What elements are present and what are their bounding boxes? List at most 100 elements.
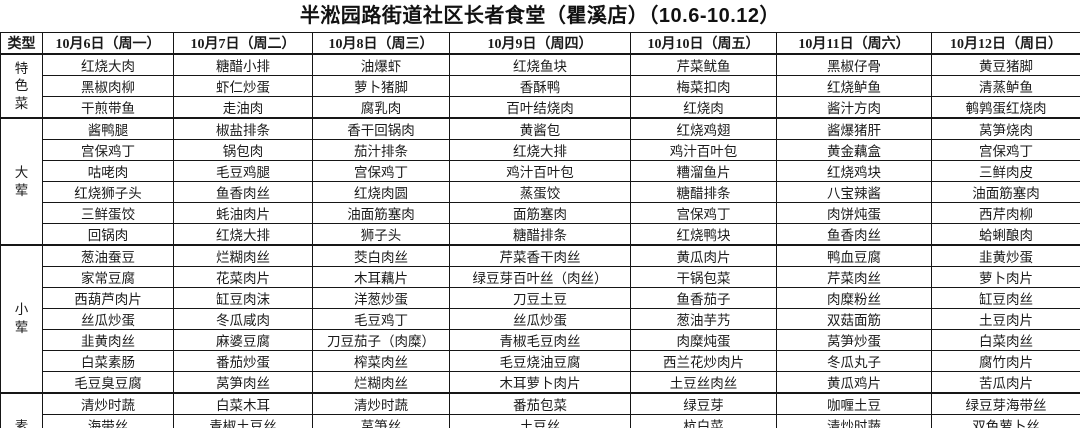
menu-dish-cell: 清蒸鲈鱼 xyxy=(931,75,1080,97)
menu-dish-cell: 萝卜猪脚 xyxy=(312,75,450,97)
menu-dish-cell: 西葫芦肉片 xyxy=(42,287,174,309)
menu-row: 三鲜蛋饺 蚝油肉片 油面筋塞肉 面筋塞肉 宫保鸡丁 肉饼炖蛋 西芹肉柳 xyxy=(1,202,1080,224)
menu-dish-cell: 洋葱炒蛋 xyxy=(312,287,450,309)
menu-dish-cell: 茭白肉丝 xyxy=(312,244,450,267)
menu-row: 干煎带鱼 走油肉 腐乳肉 百叶结烧肉 红烧肉 酱汁方肉 鹌鹑蛋红烧肉 xyxy=(1,96,1080,119)
menu-dish-cell: 葱油芋艿 xyxy=(630,308,777,330)
menu-dish-cell: 面筋塞肉 xyxy=(449,202,631,224)
menu-dish-cell: 红烧肉 xyxy=(630,96,777,119)
menu-dish-cell: 麻婆豆腐 xyxy=(173,329,313,351)
menu-dish-cell: 毛豆鸡丁 xyxy=(312,308,450,330)
menu-dish-cell: 干锅包菜 xyxy=(630,266,777,288)
menu-dish-cell: 清炒时蔬 xyxy=(312,392,450,415)
menu-row: 家常豆腐 花菜肉片 木耳藕片 绿豆芽百叶丝（肉丝） 干锅包菜 芹菜肉丝 萝卜肉片 xyxy=(1,266,1080,288)
menu-dish-cell: 黄瓜肉片 xyxy=(630,244,777,267)
menu-dish-cell: 冬瓜咸肉 xyxy=(173,308,313,330)
menu-dish-cell: 青椒毛豆肉丝 xyxy=(449,329,631,351)
menu-dish-cell: 缸豆肉丝 xyxy=(931,287,1080,309)
menu-dish-cell: 鸭血豆腐 xyxy=(776,244,932,267)
section-type-label: 素菜 xyxy=(14,418,29,428)
menu-dish-cell: 芹菜鱿鱼 xyxy=(630,53,777,76)
menu-row: 素菜清炒时蔬白菜木耳清炒时蔬番茄包菜绿豆芽咖喱土豆绿豆芽海带丝 xyxy=(0,392,1080,428)
menu-dish-cell: 韭黄炒蛋 xyxy=(931,244,1080,267)
menu-dish-cell: 肉糜炖蛋 xyxy=(630,329,777,351)
menu-dish-cell: 锅包肉 xyxy=(173,139,313,161)
menu-row: 小荤 葱油蚕豆 烂糊肉丝 茭白肉丝 芹菜香干肉丝 黄瓜肉片 鸭血豆腐 韭黄炒蛋 xyxy=(0,244,1080,394)
menu-dish-cell: 红烧鸭块 xyxy=(630,223,777,246)
menu-dish-cell: 清炒时蔬 xyxy=(776,414,932,428)
menu-dish-cell: 鱼香肉丝 xyxy=(173,181,313,203)
menu-row: 海带丝 青椒土豆丝 莴笋丝 土豆丝 杭白菜 清炒时蔬 双色萝卜丝 xyxy=(1,414,1080,428)
menu-dish-cell: 香干回锅肉 xyxy=(312,117,450,140)
menu-dish-cell: 双色萝卜丝 xyxy=(931,414,1080,428)
menu-dish-cell: 红烧鲈鱼 xyxy=(776,75,932,97)
menu-dish-cell: 八宝辣酱 xyxy=(776,181,932,203)
menu-dish-cell: 红烧大排 xyxy=(449,139,631,161)
menu-row: 宫保鸡丁 锅包肉 茄汁排条 红烧大排 鸡汁百叶包 黄金藕盒 宫保鸡丁 xyxy=(1,139,1080,161)
menu-dish-cell: 红烧鸡块 xyxy=(776,160,932,182)
menu-dish-cell: 蚝油肉片 xyxy=(173,202,313,224)
menu-dish-cell: 红烧狮子头 xyxy=(42,181,174,203)
menu-row: 红烧狮子头 鱼香肉丝 红烧肉圆 蒸蛋饺 糖醋排条 八宝辣酱 油面筋塞肉 xyxy=(1,181,1080,203)
header-row: 类型 10月6日（周一） 10月7日（周二） 10月8日（周三） 10月9日（周… xyxy=(0,32,1080,55)
section-type-cell: 大荤 xyxy=(0,117,43,246)
menu-dish-cell: 黄金藕盒 xyxy=(776,139,932,161)
menu-dish-cell: 土豆肉片 xyxy=(931,308,1080,330)
menu-dish-cell: 茄汁排条 xyxy=(312,139,450,161)
menu-dish-cell: 糖醋小排 xyxy=(173,53,313,76)
menu-dish-cell: 肉饼炖蛋 xyxy=(776,202,932,224)
menu-dish-cell: 蛤蜊酿肉 xyxy=(931,223,1080,246)
day-header-fri: 10月10日（周五） xyxy=(630,32,777,55)
menu-dish-cell: 莴笋烧肉 xyxy=(931,117,1080,140)
menu-dish-cell: 糖醋排条 xyxy=(630,181,777,203)
menu-dish-cell: 萝卜肉片 xyxy=(931,266,1080,288)
menu-dish-cell: 烂糊肉丝 xyxy=(173,244,313,267)
type-column-header: 类型 xyxy=(0,32,43,55)
menu-dish-cell: 番茄包菜 xyxy=(449,392,631,415)
menu-dish-cell: 芹菜香干肉丝 xyxy=(449,244,631,267)
menu-dish-cell: 杭白菜 xyxy=(630,414,777,428)
menu-dish-cell: 莴笋丝 xyxy=(312,414,450,428)
menu-dish-cell: 咖喱土豆 xyxy=(776,392,932,415)
menu-dish-cell: 三鲜蛋饺 xyxy=(42,202,174,224)
menu-dish-cell: 西芹肉柳 xyxy=(931,202,1080,224)
menu-dish-cell: 酱汁方肉 xyxy=(776,96,932,119)
menu-dish-cell: 干煎带鱼 xyxy=(42,96,174,119)
menu-dish-cell: 狮子头 xyxy=(312,223,450,246)
day-header-sun: 10月12日（周日） xyxy=(931,32,1080,55)
menu-dish-cell: 百叶结烧肉 xyxy=(449,96,631,119)
menu-row: 毛豆臭豆腐 莴笋肉丝 烂糊肉丝 木耳萝卜肉片 土豆丝肉丝 黄瓜鸡片 苦瓜肉片 xyxy=(1,371,1080,394)
section-type-cell: 特色菜 xyxy=(0,53,43,119)
menu-dish-cell: 花菜肉片 xyxy=(173,266,313,288)
menu-row: 白菜素肠 番茄炒蛋 榨菜肉丝 毛豆烧油豆腐 西兰花炒肉片 冬瓜丸子 腐竹肉片 xyxy=(1,350,1080,372)
menu-dish-cell: 莴笋肉丝 xyxy=(173,371,313,394)
menu-dish-cell: 油爆虾 xyxy=(312,53,450,76)
menu-dish-cell: 宫保鸡丁 xyxy=(312,160,450,182)
menu-dish-cell: 油面筋塞肉 xyxy=(931,181,1080,203)
menu-dish-cell: 肉糜粉丝 xyxy=(776,287,932,309)
menu-dish-cell: 腐乳肉 xyxy=(312,96,450,119)
menu-row: 黑椒肉柳 虾仁炒蛋 萝卜猪脚 香酥鸭 梅菜扣肉 红烧鲈鱼 清蒸鲈鱼 xyxy=(1,75,1080,97)
menu-dish-cell: 糟溜鱼片 xyxy=(630,160,777,182)
menu-dish-cell: 绿豆芽 xyxy=(630,392,777,415)
menu-dish-cell: 木耳萝卜肉片 xyxy=(449,371,631,394)
menu-dish-cell: 红烧大排 xyxy=(173,223,313,246)
menu-dish-cell: 三鲜肉皮 xyxy=(931,160,1080,182)
menu-dish-cell: 咕咾肉 xyxy=(42,160,174,182)
menu-dish-cell: 冬瓜丸子 xyxy=(776,350,932,372)
menu-dish-cell: 回锅肉 xyxy=(42,223,174,246)
menu-dish-cell: 双菇面筋 xyxy=(776,308,932,330)
menu-dish-cell: 木耳藕片 xyxy=(312,266,450,288)
menu-dish-cell: 毛豆烧油豆腐 xyxy=(449,350,631,372)
menu-dish-cell: 鸡汁百叶包 xyxy=(630,139,777,161)
menu-dish-cell: 鸡汁百叶包 xyxy=(449,160,631,182)
section-type-label: 小荤 xyxy=(14,302,29,335)
menu-dish-cell: 白菜素肠 xyxy=(42,350,174,372)
menu-dish-cell: 油面筋塞肉 xyxy=(312,202,450,224)
day-header-thu: 10月9日（周四） xyxy=(449,32,631,55)
menu-dish-cell: 红烧大肉 xyxy=(42,53,174,76)
menu-dish-cell: 蒸蛋饺 xyxy=(449,181,631,203)
menu-dish-cell: 红烧肉圆 xyxy=(312,181,450,203)
menu-dish-cell: 绿豆芽海带丝 xyxy=(931,392,1080,415)
menu-dish-cell: 丝瓜炒蛋 xyxy=(42,308,174,330)
